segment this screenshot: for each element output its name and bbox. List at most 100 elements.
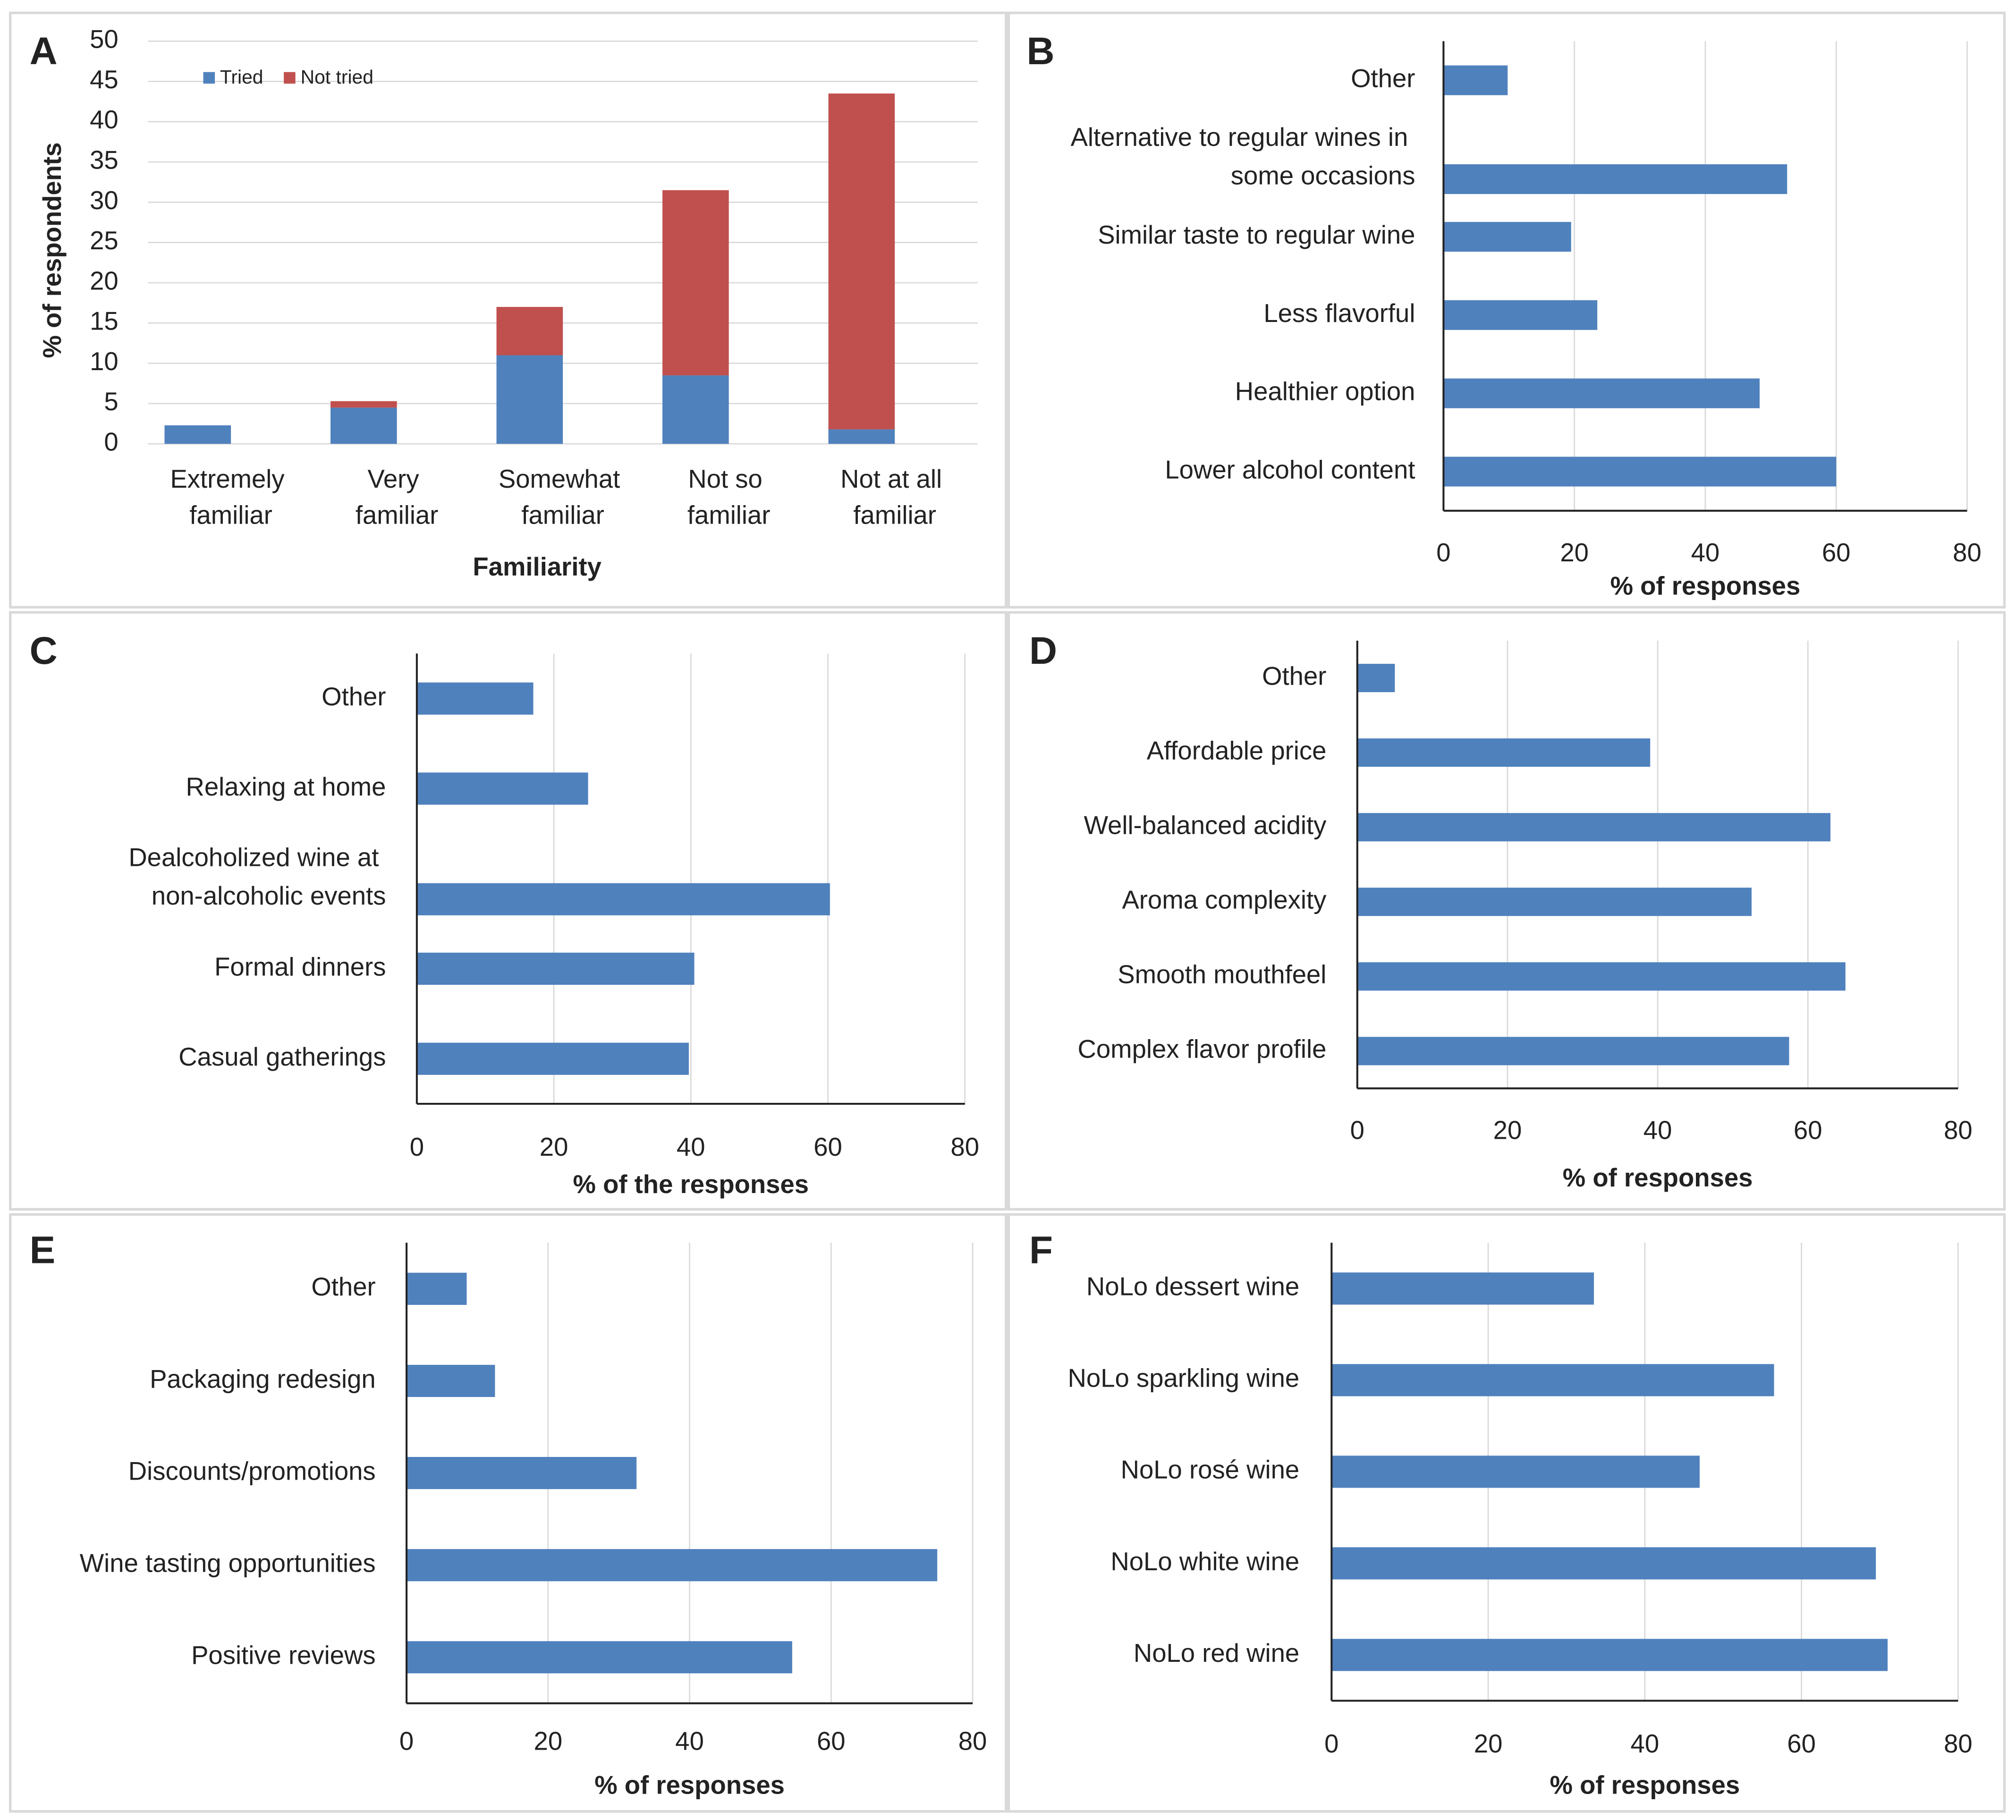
y-tick-label: 45 <box>90 65 119 94</box>
y-tick-label: 40 <box>90 105 119 134</box>
y-tick-label: Discounts/promotions <box>128 1456 376 1485</box>
bar <box>1331 1639 1888 1671</box>
bar <box>407 1549 938 1582</box>
legend-swatch <box>284 72 296 84</box>
y-tick-label: Other <box>1351 64 1415 93</box>
x-tick-label: 40 <box>675 1727 704 1756</box>
x-tick-label: Not so familiar <box>687 465 771 530</box>
y-tick-label: Other <box>1262 661 1326 690</box>
bar <box>1357 738 1651 767</box>
bar <box>407 1641 792 1674</box>
bar <box>1443 65 1508 95</box>
panel-label: B <box>1027 30 1055 73</box>
x-tick-label: 60 <box>1794 1116 1822 1144</box>
y-tick-label: 20 <box>90 266 119 295</box>
panel-label: E <box>30 1229 56 1272</box>
x-tick-label: 60 <box>817 1727 846 1756</box>
x-tick-label: 80 <box>1953 538 1982 567</box>
bar-segment <box>662 375 729 444</box>
legend-label: Tried <box>220 66 263 88</box>
legend-label: Not tried <box>301 66 373 88</box>
legend-swatch <box>203 72 215 84</box>
y-tick-label: 10 <box>90 347 119 376</box>
x-tick-label: 60 <box>813 1133 842 1161</box>
panel <box>9 611 1008 1211</box>
bar-segment <box>164 425 231 444</box>
x-tick-label: 80 <box>1944 1729 1973 1758</box>
x-tick-label: 0 <box>1324 1729 1338 1758</box>
x-tick-label: 80 <box>1944 1116 1973 1144</box>
x-tick-label: 20 <box>1560 538 1589 567</box>
y-tick-label: Positive reviews <box>191 1641 376 1670</box>
x-tick-label: Not at all familiar <box>840 465 949 530</box>
panel-label: A <box>30 30 58 73</box>
y-tick-label: NoLo white wine <box>1110 1547 1299 1576</box>
bar <box>1443 300 1598 330</box>
bar <box>1443 378 1760 408</box>
y-tick-label: Packaging redesign <box>150 1364 376 1393</box>
panel <box>1007 1213 2006 1813</box>
x-tick-label: 40 <box>677 1133 705 1161</box>
x-tick-label: 20 <box>540 1133 568 1161</box>
bar <box>1331 1272 1594 1305</box>
y-tick-label: Complex flavor profile <box>1078 1035 1327 1064</box>
y-tick-label: NoLo dessert wine <box>1086 1272 1299 1301</box>
bar <box>416 883 830 915</box>
bar <box>407 1457 637 1490</box>
bar <box>416 1042 689 1075</box>
y-tick-label: Relaxing at home <box>186 772 386 801</box>
x-tick-label: 0 <box>399 1727 414 1756</box>
panel-label: F <box>1029 1229 1053 1272</box>
bar-segment <box>496 307 563 356</box>
x-tick-label: 80 <box>958 1727 987 1756</box>
bar <box>1443 222 1571 252</box>
y-tick-label: 30 <box>90 186 119 215</box>
y-tick-label: Aroma complexity <box>1122 886 1327 914</box>
bar-segment <box>828 429 895 444</box>
y-tick-label: Dealcoholized wine at non-alcoholic even… <box>128 843 386 911</box>
y-tick-label: Alternative to regular wines in some occ… <box>1071 123 1415 190</box>
y-tick-label: NoLo red wine <box>1134 1639 1299 1668</box>
y-tick-label: 50 <box>90 25 119 54</box>
bar <box>416 682 534 715</box>
bar <box>1443 164 1787 194</box>
bar <box>1357 664 1395 693</box>
y-tick-label: NoLo sparkling wine <box>1068 1364 1300 1393</box>
y-tick-label: 15 <box>90 307 119 336</box>
x-tick-label: 80 <box>950 1133 979 1161</box>
bar <box>407 1272 467 1305</box>
panel <box>9 11 1008 609</box>
y-tick-label: Formal dinners <box>214 952 386 981</box>
y-tick-label: Other <box>322 682 386 711</box>
x-axis-title: Familiarity <box>473 552 601 581</box>
y-tick-label: Well-balanced acidity <box>1084 811 1327 840</box>
bar <box>1357 813 1830 842</box>
y-tick-label: Wine tasting opportunities <box>80 1549 376 1578</box>
y-tick-label: 0 <box>104 428 118 457</box>
bar-segment <box>496 355 563 444</box>
y-tick-label: Casual gatherings <box>178 1042 386 1071</box>
x-axis-title: % of responses <box>1550 1770 1740 1799</box>
y-tick-label: Less flavorful <box>1263 299 1415 328</box>
bar-segment <box>828 93 895 430</box>
bar <box>1331 1364 1774 1397</box>
x-axis-title: % of responses <box>1563 1163 1753 1192</box>
bar-segment <box>662 190 729 376</box>
bar <box>1443 457 1837 487</box>
x-tick-label: 0 <box>410 1133 424 1161</box>
y-tick-label: 25 <box>90 226 119 255</box>
y-tick-label: Affordable price <box>1147 736 1327 765</box>
y-tick-label: 5 <box>104 387 118 416</box>
x-tick-label: Extremely familiar <box>170 465 291 530</box>
bar <box>1357 1037 1789 1066</box>
y-tick-label: Other <box>311 1272 375 1301</box>
panel <box>1007 611 2006 1211</box>
panel-label: D <box>1029 629 1057 672</box>
x-axis-title: % of responses <box>594 1770 785 1799</box>
bar <box>416 772 588 805</box>
x-tick-label: 20 <box>1474 1729 1503 1758</box>
x-tick-label: 40 <box>1643 1116 1672 1144</box>
x-tick-label: 60 <box>1822 538 1851 567</box>
x-axis-title: % of responses <box>1610 572 1801 601</box>
x-tick-label: Somewhat familiar <box>499 465 627 530</box>
